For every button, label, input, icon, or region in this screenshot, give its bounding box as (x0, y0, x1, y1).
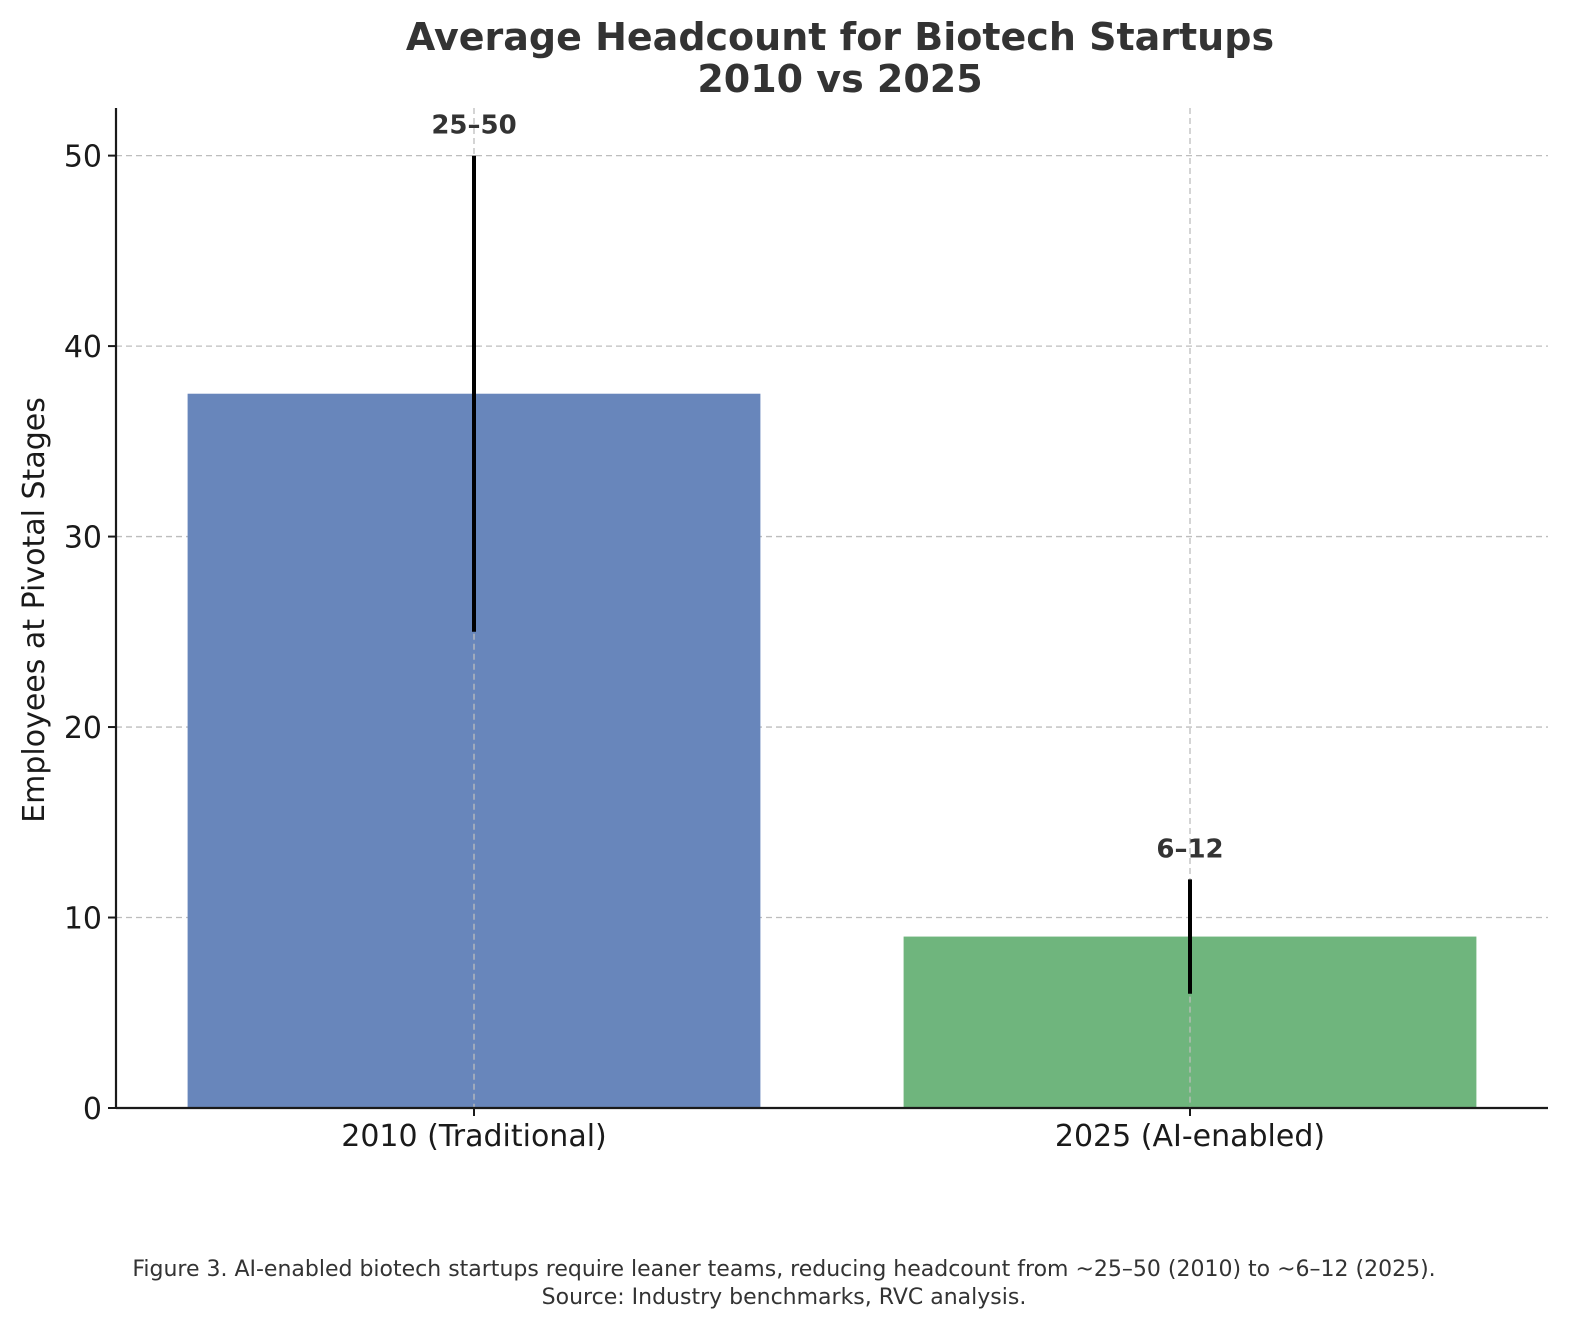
figure-source: Source: Industry benchmarks, RVC analysi… (542, 1285, 1027, 1310)
y-axis-label: Employees at Pivotal Stages (17, 397, 52, 823)
range-labels: 25–50 6–12 (431, 111, 1223, 865)
chart-title: Average Headcount for Biotech Startups (406, 15, 1274, 59)
range-bars (472, 155, 1192, 994)
bars (187, 393, 1477, 1108)
y-tick-label: 20 (64, 711, 102, 746)
range-label: 6–12 (1156, 834, 1223, 864)
figure-caption: Figure 3. AI-enabled biotech startups re… (132, 1257, 1435, 1282)
y-tick-label: 10 (64, 902, 102, 937)
y-tick-label: 40 (64, 330, 102, 365)
y-axis-ticks: 0 10 20 30 40 50 (64, 140, 116, 1127)
chart-subtitle: 2010 vs 2025 (697, 57, 982, 101)
y-tick-label: 0 (83, 1092, 102, 1127)
x-tick-label: 2025 (AI-enabled) (1055, 1119, 1325, 1154)
x-axis-ticks: 2010 (Traditional) 2025 (AI-enabled) (341, 1108, 1325, 1154)
y-tick-label: 50 (64, 140, 102, 175)
axes (114, 108, 1548, 1110)
range-label: 25–50 (431, 111, 516, 141)
x-tick-label: 2010 (Traditional) (341, 1119, 607, 1154)
y-tick-label: 30 (64, 521, 102, 556)
